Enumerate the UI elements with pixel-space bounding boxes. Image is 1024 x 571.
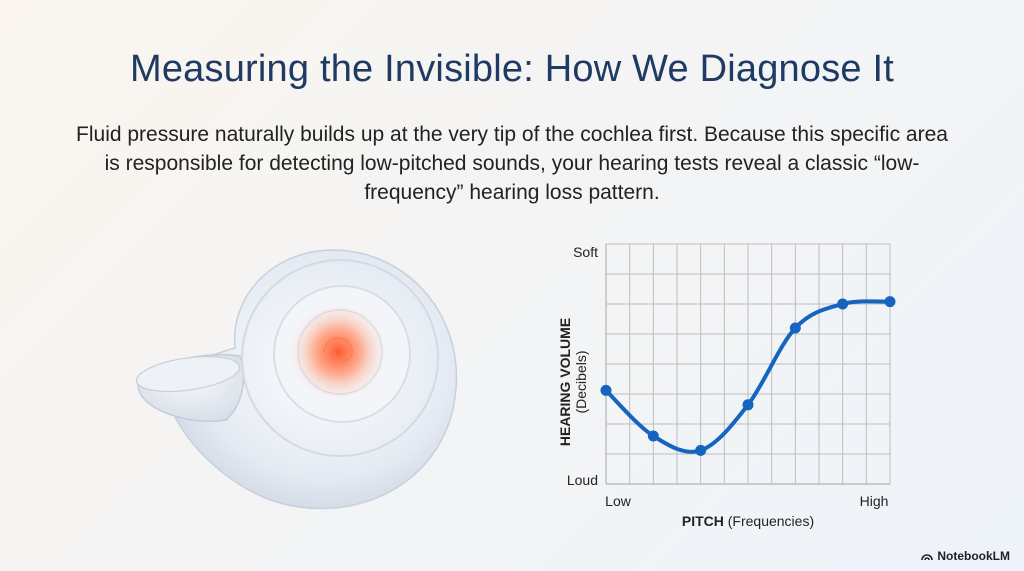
cochlea-icon [135, 249, 458, 510]
chart-grid [605, 243, 891, 485]
data-point-1 [647, 430, 659, 442]
x-tick-low: Low [605, 493, 632, 509]
x-axis-label: PITCH (Frequencies) [682, 513, 814, 529]
brand-badge: NotebookLM [921, 549, 1010, 563]
hearing-chart: Soft Loud Low High PITCH (Frequencies) H… [540, 232, 910, 537]
data-points [600, 296, 896, 456]
data-point-2 [695, 444, 707, 456]
cochlea-illustration [130, 238, 470, 523]
notebooklm-icon [921, 554, 934, 561]
data-point-5 [837, 298, 849, 310]
y-axis-label-rest: (Decibels) [573, 350, 589, 413]
x-axis-label-rest: (Frequencies) [728, 513, 814, 529]
brand-label: NotebookLM [937, 549, 1010, 563]
x-tick-high: High [860, 493, 889, 509]
page-title: Measuring the Invisible: How We Diagnose… [129, 48, 895, 90]
chart-svg: Soft Loud Low High PITCH (Frequencies) H… [557, 243, 896, 529]
data-point-4 [789, 322, 801, 334]
data-point-0 [600, 384, 612, 396]
y-axis-label-bold: HEARING VOLUME [557, 318, 573, 446]
data-point-3 [742, 399, 754, 411]
data-point-6 [884, 296, 896, 308]
page-subtitle: Fluid pressure naturally builds up at th… [76, 123, 948, 204]
y-tick-loud: Loud [567, 472, 598, 488]
x-axis-label-bold: PITCH [682, 513, 724, 529]
y-tick-soft: Soft [573, 244, 598, 260]
